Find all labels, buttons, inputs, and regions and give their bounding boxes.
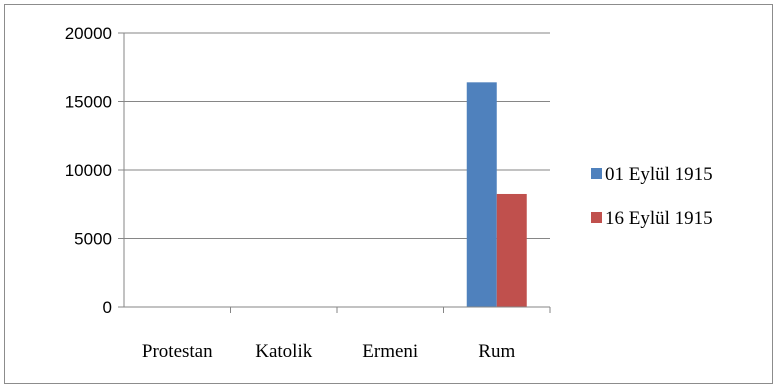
x-tick-label: Ermeni xyxy=(362,341,418,362)
legend-swatch xyxy=(591,212,602,223)
y-tick-label: 15000 xyxy=(65,93,112,112)
y-tick-label: 0 xyxy=(103,298,112,317)
x-tick-label: Katolik xyxy=(255,341,312,362)
legend-label: 16 Eylül 1915 xyxy=(605,208,713,229)
chart-area xyxy=(4,4,773,384)
bars xyxy=(360,82,527,307)
legend: 01 Eylül 1915 16 Eylül 1915 xyxy=(591,164,713,229)
y-tick-label: 5000 xyxy=(74,230,112,249)
legend-label: 01 Eylül 1915 xyxy=(605,164,713,185)
bar-rum-series-1 xyxy=(466,82,497,307)
legend-swatch xyxy=(591,168,602,179)
x-tick-label: Rum xyxy=(478,341,515,362)
x-tick-label: Protestan xyxy=(142,341,213,362)
y-tick-label: 20000 xyxy=(65,24,112,43)
bar-rum-series-2 xyxy=(496,193,527,307)
y-tick-label: 10000 xyxy=(65,161,112,180)
axes: 0 5000 10000 15000 20000 Protestan Katolik Erme… xyxy=(65,24,551,362)
